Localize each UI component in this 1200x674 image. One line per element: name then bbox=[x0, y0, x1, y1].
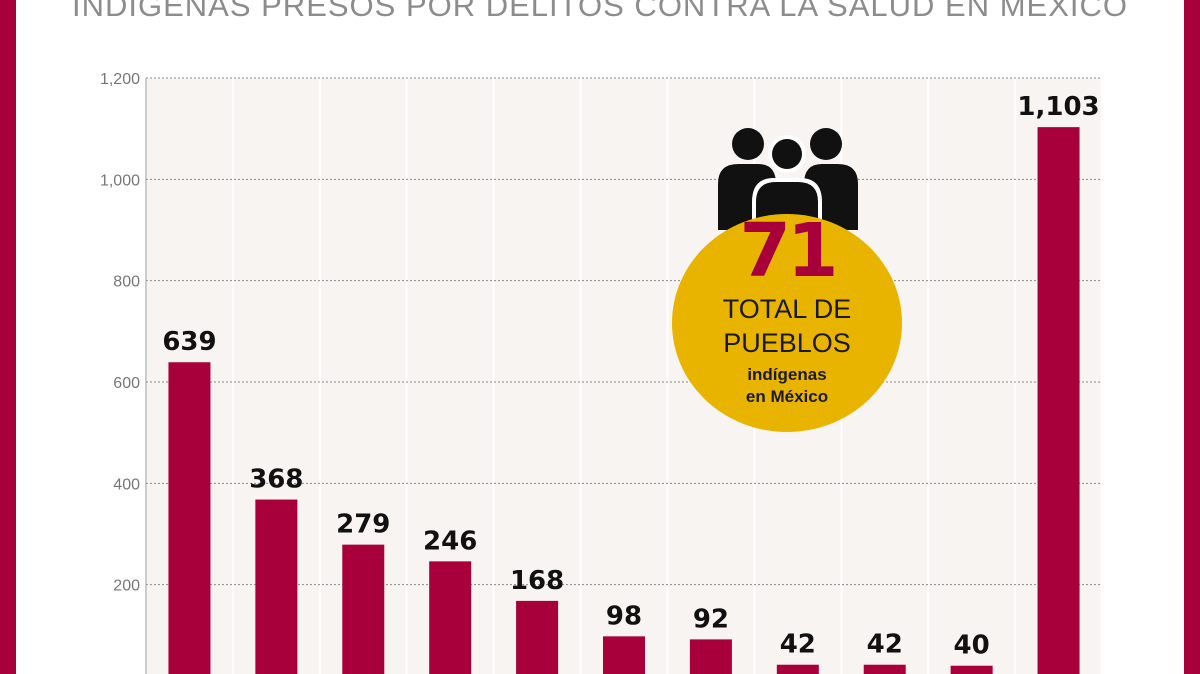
bar bbox=[255, 499, 298, 674]
bar-value-label: 168 bbox=[510, 566, 564, 596]
bar-chart: 02004006008001,0001,20063936827924616898… bbox=[100, 71, 1102, 674]
bar bbox=[776, 664, 819, 674]
bar-value-label: 368 bbox=[249, 465, 303, 495]
chart-title: INDÍGENAS PRESOS POR DELITOS CONTRA LA S… bbox=[71, 0, 1128, 23]
bar-value-label: 92 bbox=[693, 604, 729, 634]
badge-line2: PUEBLOS bbox=[723, 328, 851, 358]
bar-value-label: 1,103 bbox=[1017, 92, 1099, 122]
bar-value-label: 42 bbox=[780, 630, 816, 660]
bar bbox=[863, 664, 906, 674]
bar bbox=[168, 362, 211, 674]
y-tick-label: 400 bbox=[113, 476, 140, 493]
y-tick-label: 800 bbox=[113, 274, 140, 291]
bar-value-label: 639 bbox=[162, 327, 216, 357]
y-tick-label: 200 bbox=[113, 578, 140, 595]
bar bbox=[516, 600, 559, 674]
badge-line4: en México bbox=[745, 387, 829, 406]
bar-value-label: 279 bbox=[336, 510, 390, 540]
total-pueblos-badge: 71 TOTAL DE PUEBLOS indígenas en México bbox=[672, 214, 902, 432]
bar bbox=[1037, 127, 1080, 674]
column-band bbox=[929, 78, 1015, 674]
bar bbox=[689, 639, 732, 674]
badge-number: 71 bbox=[739, 208, 839, 294]
y-tick-label: 600 bbox=[113, 375, 140, 392]
bar bbox=[950, 665, 993, 674]
bar bbox=[342, 544, 385, 674]
column-band bbox=[494, 78, 580, 674]
bar bbox=[603, 636, 645, 674]
y-tick-label: 1,000 bbox=[100, 172, 140, 189]
badge-line1: TOTAL DE bbox=[722, 294, 852, 324]
bar-value-label: 246 bbox=[423, 526, 477, 556]
bar-value-label: 42 bbox=[867, 630, 903, 660]
bar bbox=[429, 561, 472, 674]
bar-value-label: 40 bbox=[954, 631, 990, 661]
chart-panel: 02004006008001,0001,20063936827924616898… bbox=[16, 0, 1184, 674]
badge-line3: indígenas bbox=[747, 365, 827, 384]
bar-value-label: 98 bbox=[606, 601, 642, 631]
column-band bbox=[581, 78, 667, 674]
y-tick-label: 1,200 bbox=[100, 71, 140, 88]
